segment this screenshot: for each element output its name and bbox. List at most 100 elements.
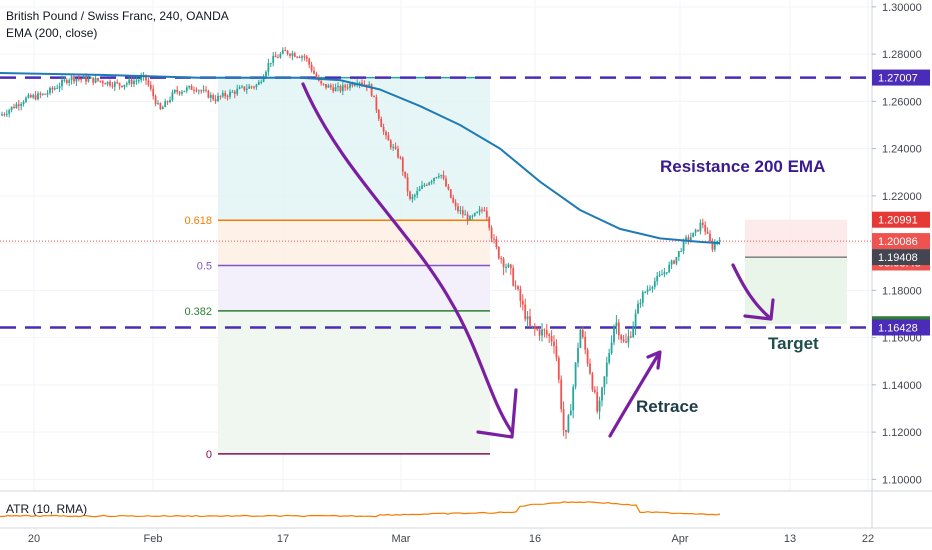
candle-body [27, 94, 30, 98]
candle-body [193, 89, 195, 91]
candle-body [41, 93, 44, 95]
hand-drawn-arrows[interactable] [301, 82, 775, 439]
candle-body [406, 177, 409, 192]
candle-body [118, 82, 121, 86]
candle-body [442, 174, 445, 179]
candle-body [233, 91, 236, 94]
candle-body [663, 272, 666, 275]
candle-body [274, 55, 277, 58]
candle-body [389, 140, 392, 148]
down-curve-arrow [301, 82, 514, 434]
candle-body [39, 93, 42, 95]
retrace-arrow [608, 353, 660, 438]
candle-body [171, 92, 174, 100]
ema-line [0, 72, 721, 245]
candle-body [649, 288, 651, 290]
atr-pane [0, 490, 932, 518]
candle-body [637, 303, 639, 314]
candle-body [296, 56, 299, 58]
candle-body [677, 251, 680, 257]
candle-body [567, 415, 570, 433]
candle-body [598, 400, 601, 412]
horizontal-levels[interactable] [0, 76, 872, 329]
x-tick-label: 22 [862, 533, 874, 545]
candle-body [121, 85, 123, 88]
candle-body [423, 184, 426, 186]
candle-body [411, 196, 414, 199]
x-tick-label: 17 [277, 533, 289, 545]
candle-body [125, 83, 128, 85]
candle-body [507, 264, 510, 267]
candle-body [373, 95, 375, 98]
candle-body [471, 215, 474, 217]
risk-reward-box[interactable] [745, 219, 847, 325]
candle-body [70, 76, 73, 81]
candle-body [512, 268, 515, 286]
candle-body [495, 239, 498, 247]
candle-body [579, 330, 582, 348]
candle-body [214, 99, 217, 102]
candle-body [519, 289, 522, 301]
candle-body [603, 376, 606, 388]
candle-body [375, 97, 378, 111]
candle-body [493, 238, 495, 240]
candle-body [421, 185, 423, 189]
candle-body [226, 96, 229, 98]
candle-body [113, 82, 116, 87]
y-tick-label: 1.12000 [882, 427, 922, 439]
y-tick-label: 1.26000 [882, 96, 922, 108]
candle-body [183, 90, 186, 92]
candle-body [692, 232, 695, 238]
candle-body [200, 90, 203, 92]
candle-body [713, 243, 716, 250]
candle-body [322, 83, 325, 85]
candle-body [202, 89, 205, 91]
candle-body [634, 313, 637, 328]
y-tick-label: 1.22000 [882, 191, 922, 203]
symbol-title: British Pound / Swiss Franc, 240, OANDA [6, 9, 229, 23]
fib-level-label: 0.382 [184, 306, 212, 318]
candle-body [5, 113, 8, 115]
candle-body [32, 95, 35, 98]
candle-body [224, 92, 227, 97]
candle-body [3, 114, 6, 116]
candle-body [497, 246, 500, 259]
candle-body [358, 82, 361, 84]
candle-body [543, 329, 546, 331]
candle-body [327, 85, 330, 88]
price-labels: 1.270071.209911.2008603:08:481.194081.16… [872, 69, 930, 336]
candle-body [154, 96, 157, 105]
candle-body [514, 285, 517, 287]
fibonacci-retracement[interactable]: 0.618 0.5 0.382 0 [184, 76, 490, 461]
target-zone [745, 257, 847, 325]
candle-body [301, 56, 303, 58]
fib-zone-618-50 [218, 220, 490, 266]
target-arrow [731, 263, 772, 320]
candle-body [555, 346, 558, 358]
x-tick-label: 13 [784, 533, 796, 545]
candle-body [483, 210, 486, 212]
candle-body [572, 386, 575, 411]
candle-body [49, 87, 51, 94]
candle-body [197, 90, 200, 92]
fib-zone-50-382 [218, 265, 490, 311]
candle-body [440, 174, 443, 176]
candle-body [454, 202, 457, 207]
candle-body [399, 157, 402, 159]
indicator-legend: EMA (200, close) [6, 26, 98, 40]
price-tag [872, 233, 930, 250]
candle-body [615, 322, 618, 327]
candle-body [104, 83, 107, 85]
candle-body [541, 329, 543, 336]
candle-body [500, 258, 503, 260]
candle-body [219, 95, 222, 97]
price-tag-text: 1.20991 [878, 215, 918, 227]
y-tick-label: 1.16000 [882, 333, 922, 345]
candle-body [92, 77, 95, 83]
candle-body [593, 389, 596, 393]
candle-body [445, 178, 447, 187]
candle-body [212, 95, 215, 100]
candle-body [157, 103, 159, 105]
